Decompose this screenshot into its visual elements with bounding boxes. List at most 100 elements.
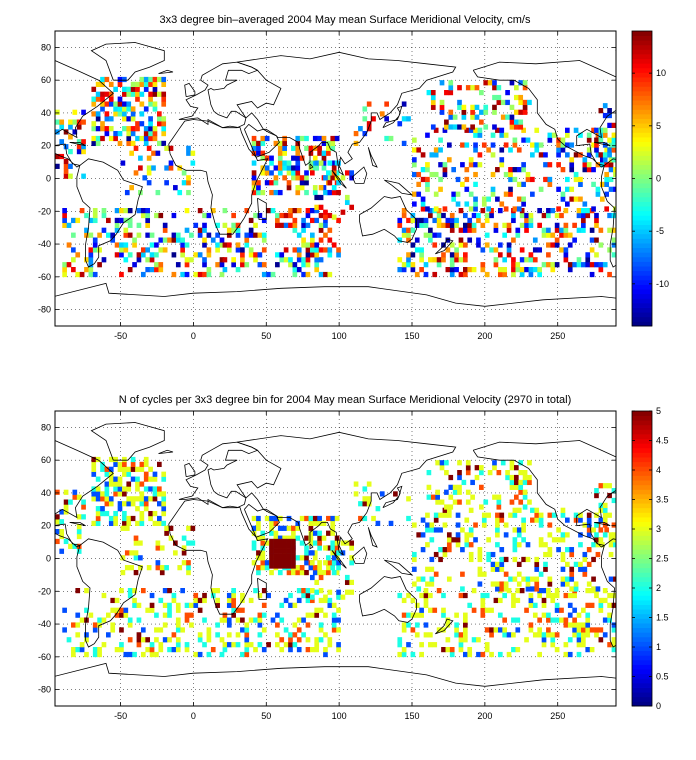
data-cell xyxy=(331,627,337,633)
data-cell xyxy=(594,537,599,543)
data-cell xyxy=(253,588,258,594)
coastline xyxy=(683,70,696,73)
data-cell xyxy=(543,176,548,183)
data-cell xyxy=(55,529,60,535)
data-cell xyxy=(419,267,424,273)
data-cell xyxy=(136,257,142,263)
data-cell xyxy=(308,145,314,151)
data-cell xyxy=(547,547,553,553)
data-cell xyxy=(158,647,164,653)
data-cell xyxy=(164,165,169,171)
data-cell xyxy=(569,196,575,202)
data-cell xyxy=(467,237,473,243)
data-cell xyxy=(181,560,187,566)
data-cell xyxy=(91,86,97,92)
data-cell xyxy=(336,627,341,633)
data-cell xyxy=(460,547,465,553)
y-tick-label: 20 xyxy=(41,141,51,151)
data-cell xyxy=(560,556,566,563)
colorbar-tick-label: 5 xyxy=(656,406,661,416)
colorbar-segment xyxy=(632,35,652,41)
data-cell xyxy=(468,206,474,212)
data-cell xyxy=(149,232,155,238)
data-cell xyxy=(550,597,556,604)
data-cell xyxy=(484,212,490,219)
data-cell xyxy=(560,581,566,587)
data-cell xyxy=(318,597,324,604)
data-cell xyxy=(222,222,228,228)
data-cell xyxy=(467,651,473,658)
data-cell xyxy=(420,517,426,523)
data-cell xyxy=(591,142,596,148)
coastline xyxy=(244,503,280,538)
data-cell xyxy=(327,642,333,648)
data-cell xyxy=(222,208,228,214)
data-cell xyxy=(598,537,604,543)
data-cell xyxy=(521,127,526,133)
data-cell xyxy=(336,252,341,258)
data-cell xyxy=(473,201,478,207)
data-cell xyxy=(534,507,540,513)
x-tick-label: 150 xyxy=(404,331,419,341)
data-cell xyxy=(286,185,292,191)
data-cell xyxy=(490,171,496,178)
data-cell xyxy=(511,617,516,623)
data-cell xyxy=(327,180,333,186)
data-cell xyxy=(432,642,438,648)
data-cell xyxy=(334,569,340,576)
data-cell xyxy=(202,642,207,648)
data-cell xyxy=(541,262,547,268)
data-cell xyxy=(336,565,341,571)
colorbar-segment xyxy=(632,526,652,532)
data-cell xyxy=(308,520,314,527)
data-cell xyxy=(423,222,429,228)
data-cell xyxy=(277,165,283,171)
data-cell xyxy=(139,135,145,142)
data-cell xyxy=(582,157,588,163)
data-cell xyxy=(55,109,60,115)
data-cell xyxy=(330,545,336,551)
data-cell xyxy=(598,527,604,533)
data-cell xyxy=(516,507,522,513)
data-cell xyxy=(585,627,591,633)
data-cell xyxy=(251,135,257,142)
coastline xyxy=(615,50,616,52)
data-cell xyxy=(607,147,612,153)
data-cell xyxy=(186,540,191,546)
data-cell xyxy=(154,627,159,633)
data-cell xyxy=(251,140,257,147)
data-cell xyxy=(573,196,579,202)
data-cell xyxy=(244,627,250,633)
data-cell xyxy=(145,267,151,273)
data-cell xyxy=(484,642,490,648)
data-cell xyxy=(525,171,531,178)
data-cell xyxy=(133,170,139,176)
colorbar-segment xyxy=(632,270,652,276)
data-cell xyxy=(110,607,116,613)
data-cell xyxy=(189,622,194,628)
data-cell xyxy=(66,222,72,228)
x-tick-label: 100 xyxy=(332,331,347,341)
colorbar-segment xyxy=(632,493,652,499)
colorbar-segment xyxy=(632,613,652,619)
data-cell xyxy=(406,262,411,268)
data-cell xyxy=(282,553,287,559)
data-cell xyxy=(133,145,139,151)
data-cell xyxy=(530,507,535,513)
data-cell xyxy=(68,543,73,549)
data-cell xyxy=(420,176,426,183)
data-cell xyxy=(514,109,519,115)
data-cell xyxy=(465,460,471,466)
data-cell xyxy=(314,262,320,268)
coastline xyxy=(594,142,611,147)
data-cell xyxy=(304,170,309,176)
data-cell xyxy=(126,520,132,527)
data-cell xyxy=(222,612,228,618)
data-cell xyxy=(296,252,302,258)
data-cell xyxy=(186,150,191,156)
data-cell xyxy=(480,651,486,658)
data-cell xyxy=(310,237,315,243)
data-cell xyxy=(464,167,470,173)
data-cell xyxy=(100,461,105,468)
data-cell xyxy=(495,542,500,548)
